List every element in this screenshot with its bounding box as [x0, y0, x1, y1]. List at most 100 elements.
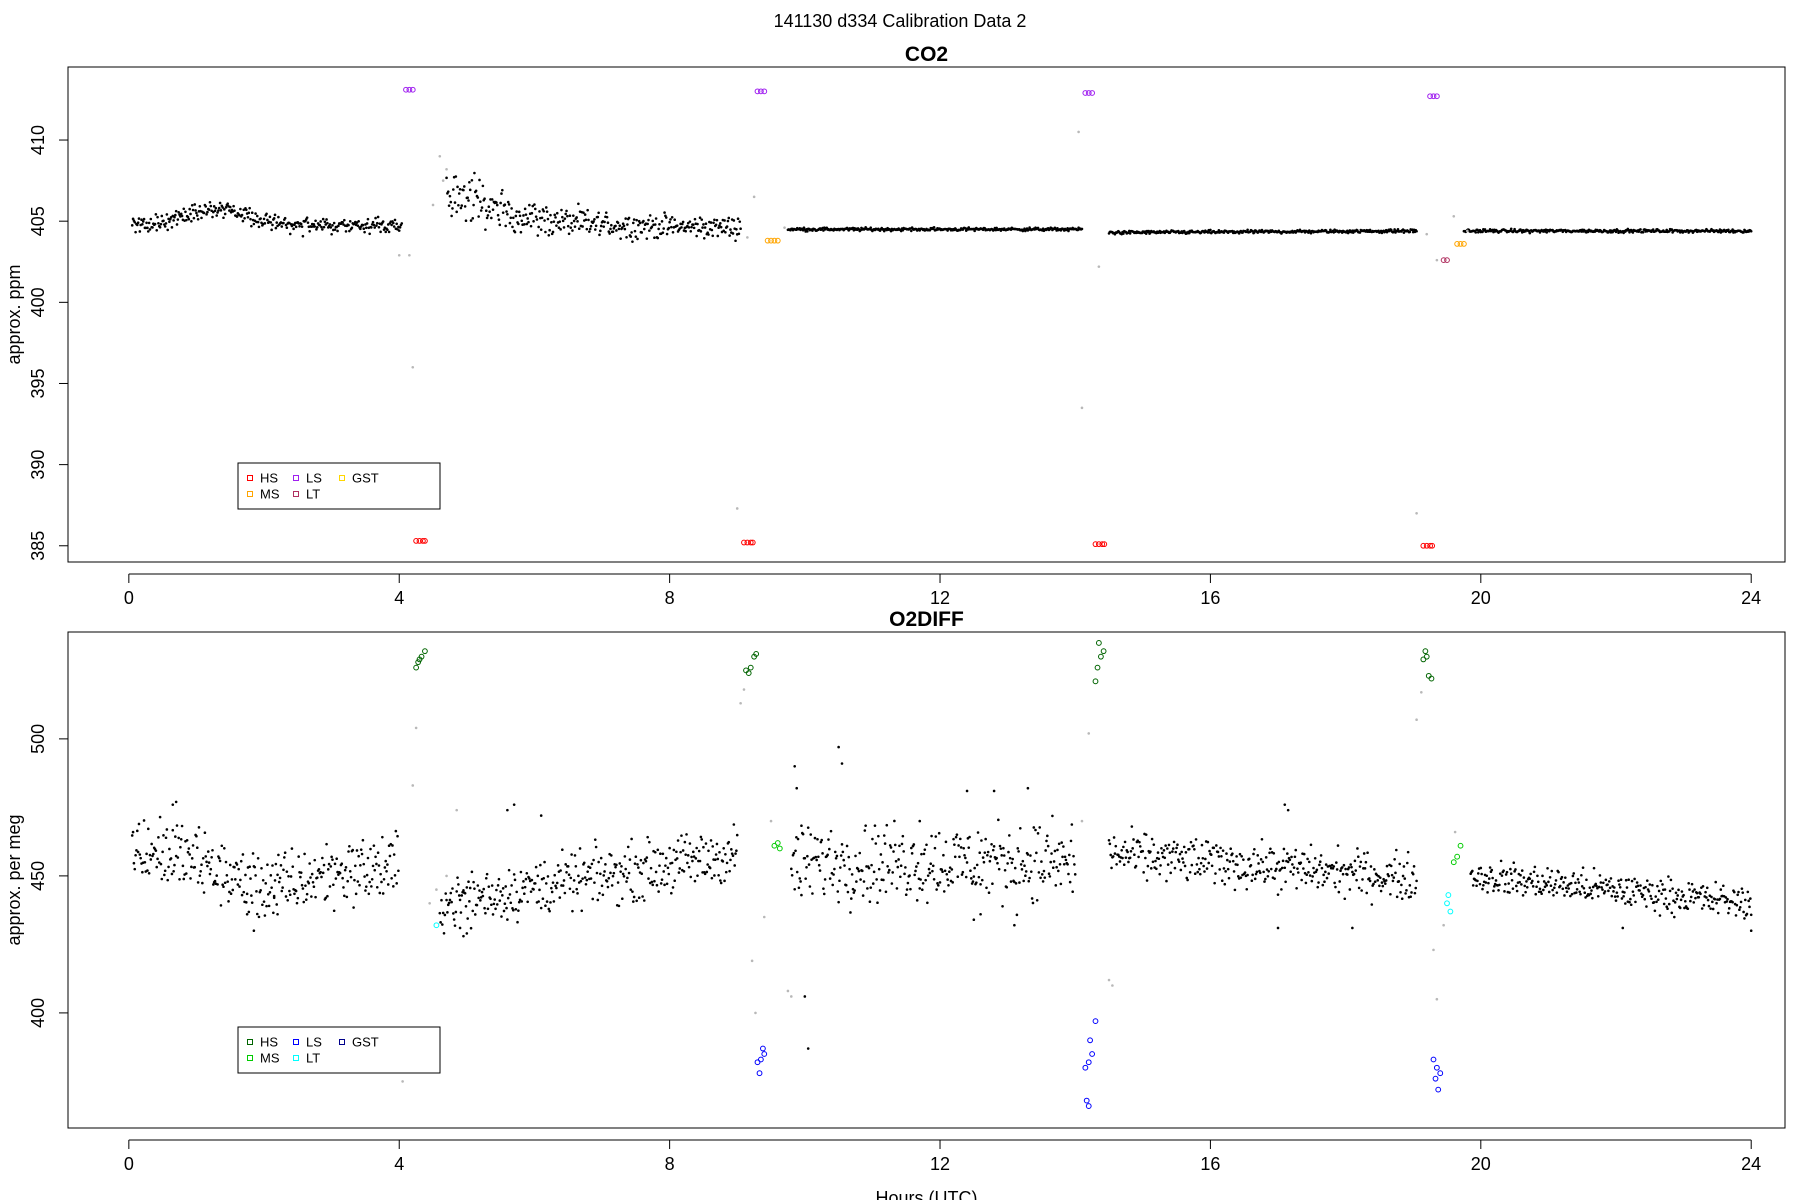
o2diff-data-point: [843, 864, 846, 867]
o2diff-data-point: [1547, 890, 1551, 894]
o2diff-data-point: [634, 855, 638, 858]
o2diff-data-point: [251, 852, 255, 855]
o2diff-data-point: [903, 872, 906, 876]
o2diff-data-point: [1649, 894, 1652, 898]
co2-transition-point: [438, 154, 442, 158]
o2diff-data-point: [282, 868, 285, 872]
o2diff-data-point: [1478, 882, 1482, 886]
co2-data-point: [681, 220, 685, 224]
o2diff-data-point: [1002, 854, 1006, 857]
co2-data-point: [544, 230, 547, 234]
co2-data-point: [542, 209, 546, 213]
o2diff-data-point: [1363, 867, 1367, 870]
o2diff-data-point: [1373, 880, 1377, 884]
o2diff-data-point: [472, 880, 475, 884]
co2-ms-calibration-point: [1457, 241, 1464, 247]
co2-data-point: [163, 225, 167, 228]
o2diff-data-point: [497, 877, 501, 881]
o2diff-data-point: [1391, 879, 1395, 883]
o2diff-data-point: [191, 844, 195, 847]
o2diff-data-point: [265, 904, 268, 908]
o2diff-data-point: [817, 863, 821, 867]
o2diff-data-point: [509, 901, 513, 905]
co2-ms-calibration-point: [771, 237, 778, 244]
co2-data-point: [611, 230, 615, 234]
o2diff-data-point: [927, 867, 931, 871]
o2diff-data-point: [374, 855, 377, 859]
o2diff-data-point: [867, 866, 871, 870]
o2diff-data-point: [475, 903, 479, 907]
o2diff-data-point: [1187, 847, 1191, 851]
o2diff-data-point: [1155, 867, 1158, 871]
o2diff-data-point: [1706, 898, 1710, 902]
o2diff-data-point: [1553, 882, 1557, 886]
o2diff-data-point: [691, 859, 694, 863]
o2diff-data-point: [349, 875, 353, 879]
o2diff-data-point: [1742, 910, 1745, 914]
co2-data-point: [684, 229, 687, 233]
o2diff-data-point: [479, 899, 482, 902]
co2-data-point: [651, 219, 655, 223]
co2-data-point: [479, 200, 482, 203]
o2diff-data-point: [1484, 881, 1488, 884]
o2diff-data-point: [356, 880, 360, 883]
co2-data-point: [712, 221, 715, 225]
o2diff-data-point: [221, 883, 224, 887]
co2-data-point: [374, 216, 377, 220]
o2diff-data-point: [945, 872, 949, 876]
co2-ls-calibration-point: [1082, 90, 1089, 96]
co2-data-point: [648, 229, 651, 232]
o2diff-data-point: [1226, 867, 1230, 871]
o2diff-data-point: [1488, 866, 1492, 869]
co2-data-point: [654, 217, 658, 220]
o2diff-data-point: [1413, 891, 1417, 895]
co2-data-point: [483, 197, 486, 200]
o2diff-data-point: [1126, 850, 1129, 854]
o2diff-data-point: [614, 865, 617, 869]
o2diff-data-point: [806, 854, 809, 858]
o2diff-data-point: [998, 844, 1002, 848]
o2diff-data-point: [1389, 892, 1392, 896]
co2-data-point: [1246, 228, 1249, 232]
o2diff-data-point: [727, 840, 731, 844]
co2-data-point: [632, 218, 636, 221]
o2diff-data-point: [345, 895, 349, 899]
o2diff-data-point: [1571, 874, 1575, 878]
o2diff-transition-point: [1080, 819, 1084, 823]
o2diff-data-point: [616, 881, 620, 884]
o2diff-data-point: [185, 838, 189, 842]
co2-data-point: [147, 221, 151, 225]
o2diff-data-point: [261, 903, 264, 907]
co2-hs-calibration-point: [1092, 541, 1099, 548]
o2diff-data-point: [921, 881, 925, 885]
o2diff-data-point: [1497, 888, 1500, 892]
o2diff-data-point: [916, 861, 920, 865]
o2diff-data-point: [896, 865, 900, 869]
o2diff-data-point: [1479, 866, 1483, 870]
co2-data-point: [532, 219, 535, 223]
o2diff-data-point: [678, 867, 682, 870]
o2diff-data-point: [836, 890, 840, 893]
o2diff-data-point: [1390, 873, 1394, 877]
o2diff-data-point: [1680, 890, 1684, 893]
o2diff-data-point: [561, 884, 565, 887]
o2diff-data-point: [899, 875, 902, 879]
o2diff-data-point: [1017, 850, 1020, 853]
o2diff-data-point: [378, 891, 382, 895]
o2diff-data-point: [1613, 886, 1616, 889]
o2diff-data-point: [379, 872, 382, 876]
o2diff-data-point: [384, 859, 388, 863]
co2-data-point: [384, 230, 388, 234]
o2diff-data-point: [1346, 873, 1349, 876]
o2diff-data-point: [1291, 873, 1295, 876]
co2-data-point: [1749, 229, 1753, 233]
o2diff-data-point: [1682, 893, 1685, 897]
co2-data-point: [215, 214, 219, 217]
o2diff-data-point: [462, 888, 465, 892]
co2-data-point: [731, 232, 735, 235]
o2diff-data-point: [1476, 872, 1480, 875]
o2diff-data-point: [641, 895, 644, 898]
o2diff-data-point: [615, 863, 618, 867]
o2diff-hs-calibration-point: [1422, 648, 1429, 655]
